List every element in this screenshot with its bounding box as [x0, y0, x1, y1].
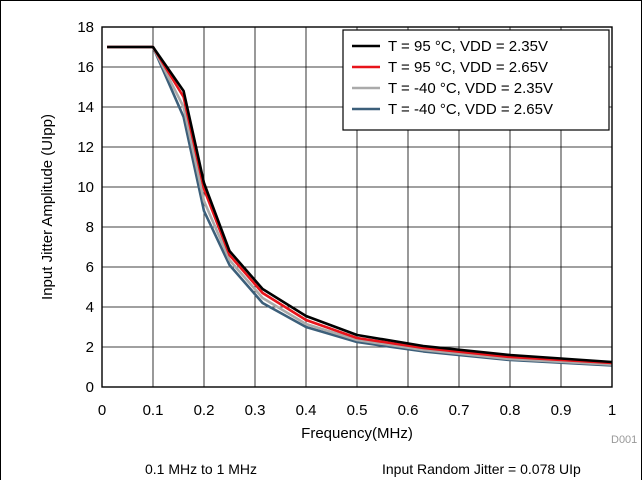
legend-box [342, 29, 610, 131]
legend-label-2: T = -40 °C, VDD = 2.35V [388, 80, 553, 97]
y-tick-label-9: 18 [77, 19, 94, 36]
y-tick-label-0: 0 [86, 379, 94, 396]
y-tick-label-4: 8 [86, 219, 94, 236]
x-tick-label-8: 0.8 [500, 402, 521, 419]
footer-right: Input Random Jitter = 0.078 UIp [382, 461, 581, 477]
x-axis-title: Frequency(MHz) [301, 425, 413, 442]
x-tick-label-5: 0.5 [347, 402, 368, 419]
footer-left: 0.1 MHz to 1 MHz [145, 461, 257, 477]
plot-border [101, 26, 613, 388]
series-group [107, 45, 613, 367]
y-tick-label-5: 10 [77, 179, 94, 196]
y-tick-label-8: 16 [77, 59, 94, 76]
x-tick-label-6: 0.6 [398, 402, 419, 419]
doc-id: D001 [611, 434, 637, 446]
legend-label-1: T = 95 °C, VDD = 2.65V [388, 59, 548, 76]
x-tick-label-0: 0 [98, 402, 106, 419]
x-tick-label-4: 0.4 [296, 402, 317, 419]
x-tick-label-3: 0.3 [245, 402, 266, 419]
y-tick-label-1: 2 [86, 339, 94, 356]
x-tick-label-10: 1 [608, 402, 616, 419]
y-tick-label-2: 4 [86, 299, 94, 316]
x-tick-label-9: 0.9 [551, 402, 572, 419]
series-line-2 [107, 45, 613, 366]
y-tick-label-6: 12 [77, 139, 94, 156]
legend-label-0: T = 95 °C, VDD = 2.35V [388, 38, 548, 55]
y-axis-title: Input Jitter Amplitude (UIpp) [39, 114, 56, 300]
y-tick-labels: 0 2 4 6 8 10 12 14 16 18 [77, 19, 94, 396]
legend-label-3: T = -40 °C, VDD = 2.65V [388, 101, 553, 118]
legend: T = 95 °C, VDD = 2.35V T = 95 °C, VDD = 2… [342, 29, 610, 131]
x-tick-label-7: 0.7 [449, 402, 470, 419]
x-tick-label-1: 0.1 [143, 402, 164, 419]
series-line-1 [107, 45, 613, 365]
y-tick-label-7: 14 [77, 99, 94, 116]
x-tick-label-2: 0.2 [194, 402, 215, 419]
series-line-0 [107, 45, 613, 364]
x-tick-labels: 0 0.1 0.2 0.3 0.4 0.5 0.6 0.7 0.8 0.9 1 [98, 402, 616, 419]
y-tick-label-3: 6 [86, 259, 94, 276]
